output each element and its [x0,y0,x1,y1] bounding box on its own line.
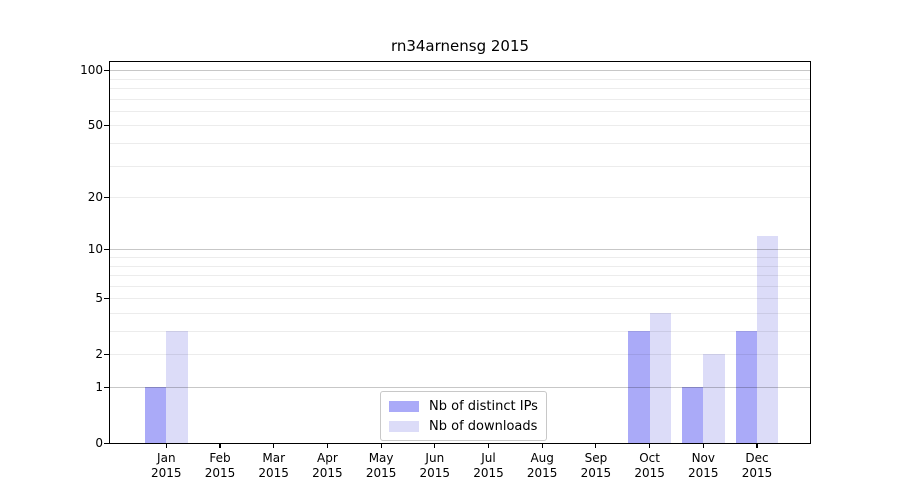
x-tick-label-jul: Jul 2015 [473,451,504,480]
y-tick-label: 2 [95,347,103,362]
chart-title: rn34arnensg 2015 [390,37,530,55]
y-tick-mark [104,297,109,299]
x-tick-mark [165,444,167,448]
x-tick-mark [326,444,328,448]
x-tick-label-nov: Nov 2015 [688,451,719,480]
bar-distinct-ips-jan [144,387,167,443]
x-tick-label-may: May 2015 [365,451,397,480]
x-tick-label-jan: Jan 2015 [151,451,182,480]
y-tick-mark [104,353,109,355]
y-tick-label: 100 [80,63,103,78]
x-tick-label-mar: Mar 2015 [258,451,289,480]
x-tick-label-oct: Oct 2015 [634,451,665,480]
x-tick-mark [541,444,543,448]
y-tick-mark [104,386,109,388]
bar-distinct-ips-oct [628,331,650,443]
plot-area [109,61,811,444]
x-tick-label-jun: Jun 2015 [419,451,451,480]
x-tick-label-apr: Apr 2015 [312,451,343,480]
x-tick-mark [273,444,275,448]
bar-downloads-dec [757,235,779,443]
x-tick-mark [702,444,704,448]
x-tick-mark [649,444,651,448]
legend-item-downloads: Nb of downloads [389,416,538,436]
y-tick-label: 20 [87,190,103,205]
y-tick-label: 0 [95,436,103,450]
x-tick-label-feb: Feb 2015 [204,451,236,480]
legend-item-distinct-ips: Nb of distinct IPs [389,396,538,416]
bar-distinct-ips-dec [735,331,757,443]
x-tick-label-dec: Dec 2015 [741,451,773,480]
y-tick-label: 5 [95,291,103,306]
x-tick-label-aug: Aug 2015 [526,451,558,480]
y-tick-mark [104,69,109,71]
bar-downloads-jan [166,331,188,443]
legend-swatch-distinct-ips-icon [389,400,419,412]
legend-label-distinct-ips: Nb of distinct IPs [429,398,538,414]
y-tick-mark [104,248,109,250]
x-tick-mark [487,444,490,448]
legend-label-downloads: Nb of downloads [429,418,538,434]
x-tick-mark [219,444,221,448]
bar-downloads-nov [703,354,725,443]
legend-swatch-downloads-icon [389,420,419,432]
x-tick-label-sep: Sep 2015 [580,451,612,480]
y-tick-mark [104,442,109,444]
bars-layer [110,62,810,443]
y-tick-mark [104,196,109,198]
x-tick-mark [756,444,758,448]
y-tick-label: 50 [87,118,103,133]
y-tick-label: 10 [87,242,103,257]
x-tick-mark [595,444,597,448]
bar-distinct-ips-nov [681,387,704,443]
bar-downloads-oct [649,313,671,443]
y-tick-mark [104,124,109,127]
y-tick-label: 1 [95,380,103,394]
legend: Nb of distinct IPs Nb of downloads [380,391,547,441]
x-tick-mark [434,444,436,448]
x-tick-mark [380,444,382,448]
